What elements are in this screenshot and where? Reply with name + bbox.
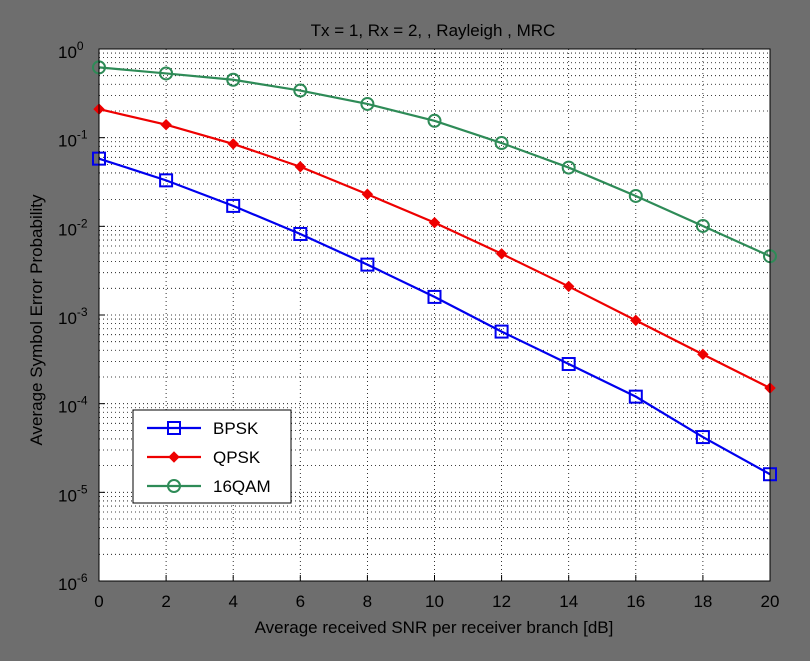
x-tick-label: 6	[296, 592, 305, 611]
y-tick-label: 10-3	[58, 305, 88, 328]
data-point-qpsk	[495, 248, 508, 260]
data-point-qpsk	[361, 188, 374, 200]
y-tick-label: 10-1	[58, 128, 88, 151]
legend: BPSK QPSK 16QAM	[132, 409, 292, 504]
y-tick-label: 10-2	[58, 216, 88, 239]
x-axis: 0 2 4 6 8 10 12 14 16 18 20	[94, 575, 779, 611]
data-point-16qam	[159, 66, 174, 81]
data-point-16qam	[561, 160, 576, 175]
data-point-bpsk	[226, 198, 241, 213]
data-point-bpsk	[628, 389, 643, 404]
data-point-16qam	[695, 218, 710, 233]
data-point-qpsk	[160, 119, 172, 131]
data-point-bpsk	[561, 357, 576, 372]
x-tick-label: 8	[363, 592, 372, 611]
x-tick-label: 10	[425, 592, 444, 611]
x-tick-label: 16	[626, 592, 645, 611]
x-tick-label: 0	[94, 592, 103, 611]
legend-label-bpsk: BPSK	[213, 419, 259, 438]
y-axis-title: Average Symbol Error Probability	[27, 194, 46, 446]
data-point-qpsk	[294, 161, 307, 173]
data-point-qpsk	[227, 138, 239, 150]
y-tick-label: 10-6	[58, 571, 88, 594]
data-point-bpsk	[427, 289, 442, 304]
y-tick-label: 100	[58, 39, 84, 62]
legend-box	[132, 409, 292, 504]
legend-marker-qpsk	[168, 451, 180, 463]
y-axis: 100 10-1 10-2 10-3 10-4 10-5 10-6	[58, 39, 105, 594]
legend-marker-16qam	[167, 479, 181, 493]
y-tick-label: 10-5	[58, 482, 88, 505]
data-point-16qam	[628, 188, 643, 203]
data-point-16qam	[226, 72, 241, 87]
y-tick-label: 10-4	[58, 394, 88, 417]
x-axis-title: Average received SNR per receiver branch…	[255, 618, 614, 637]
x-tick-label: 2	[161, 592, 170, 611]
series-line-bpsk	[98, 157, 771, 476]
data-point-bpsk	[360, 257, 375, 272]
legend-marker-bpsk	[167, 421, 181, 435]
data-point-16qam	[360, 96, 375, 111]
x-tick-label: 4	[228, 592, 237, 611]
data-point-qpsk	[630, 314, 642, 327]
data-point-bpsk	[293, 226, 308, 241]
data-point-bpsk	[494, 324, 509, 339]
data-point-qpsk	[697, 348, 709, 361]
data-point-16qam	[494, 136, 509, 151]
data-point-bpsk	[159, 173, 174, 188]
data-point-qpsk	[428, 216, 441, 229]
x-tick-label: 20	[761, 592, 780, 611]
x-tick-label: 14	[559, 592, 578, 611]
legend-label-qpsk: QPSK	[213, 448, 261, 467]
series-qpsk	[93, 103, 776, 394]
x-tick-label: 12	[492, 592, 511, 611]
data-point-16qam	[427, 113, 442, 128]
legend-label-16qam: 16QAM	[213, 477, 271, 496]
data-point-bpsk	[695, 430, 710, 445]
series-line-16qam	[98, 66, 771, 258]
chart-title: Tx = 1, Rx = 2, , Rayleigh , MRC	[311, 21, 556, 40]
data-point-16qam	[293, 83, 308, 98]
series-layer	[92, 60, 777, 482]
data-point-qpsk	[562, 280, 575, 293]
x-tick-label: 18	[693, 592, 712, 611]
